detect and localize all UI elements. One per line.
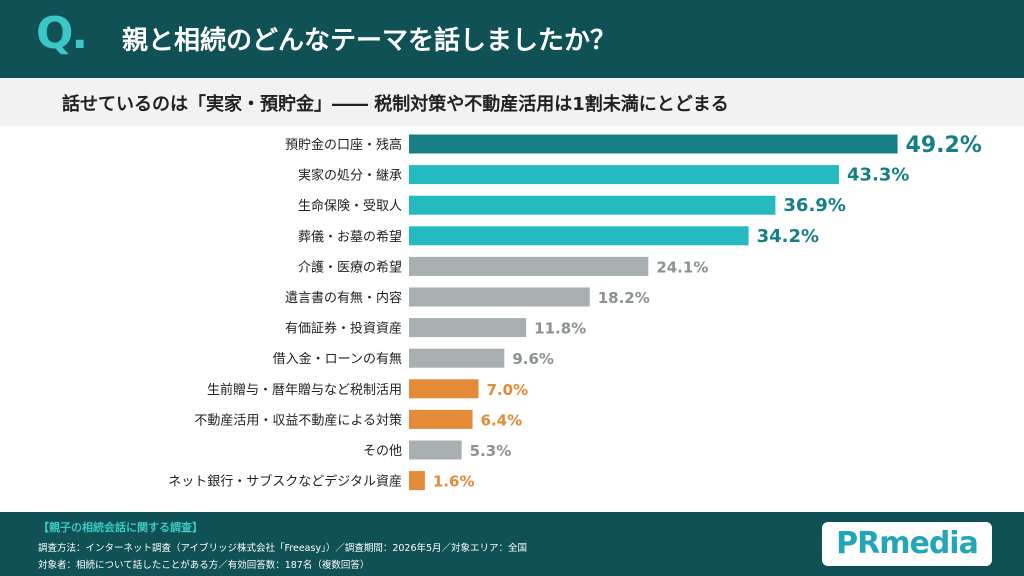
category-label: 有価証券・投資資産 [285,321,402,337]
category-label: 葬儀・お墓の希望 [298,229,402,245]
bar [409,134,898,154]
value-label: 36.9% [783,195,845,216]
bar [409,379,479,399]
value-label: 11.8% [534,320,586,338]
question-mark-logo: Q. [36,8,88,59]
survey-method: 調査方法：インターネット調査（アイブリッジ株式会社「Freeasy」）／調査期間… [38,543,528,554]
subtitle-band [0,78,1024,126]
category-label: その他 [363,444,402,459]
value-label: 49.2% [906,133,982,158]
bar [409,287,590,307]
question-title: 親と相続のどんなテーマを話しましたか？ [122,26,617,56]
category-label: 生命保険・受取人 [298,198,402,214]
bar-chart: 預貯金の口座・残高 49.2% 実家の処分・継承 43.3% 生命保険・受取人 36.9%… [168,133,982,491]
category-label: 不動産活用・収益不動産による対策 [194,412,402,428]
value-label: 6.4% [481,411,523,429]
value-label: 9.6% [512,350,554,368]
category-label: ネット銀行・サブスクなどデジタル資産 [168,474,402,490]
bar [409,256,649,276]
bar [409,348,505,368]
value-label: 7.0% [487,381,529,399]
category-label: 預貯金の口座・残高 [285,137,402,153]
survey-target: 対象者：相続について話したことがある方／有効回答数：187名（複数回答） [38,560,370,571]
prmedia-logo: PRmedia [822,522,992,566]
category-label: 生前贈与・暦年贈与など税制活用 [207,382,402,398]
bar [409,440,462,460]
bar [409,409,473,429]
bar [409,165,839,185]
category-label: 遺言書の有無・内容 [285,290,402,306]
logo-text: PRmedia [836,526,979,561]
value-label: 5.3% [470,442,512,460]
value-label: 1.6% [433,473,475,491]
bar [409,471,425,491]
bar [409,226,749,246]
category-label: 介護・医療の希望 [298,259,402,275]
category-label: 実家の処分・継承 [298,168,402,184]
bar [409,195,776,215]
chart-subtitle: 話せているのは「実家・預貯金」―― 税制対策や不動産活用は1割未満にとどまる [62,94,729,115]
header-bar: Q. 親と相続のどんなテーマを話しましたか？ [0,0,1024,78]
bar [409,318,527,338]
category-label: 借入金・ローンの有無 [273,351,402,367]
value-label: 43.3% [847,165,909,186]
value-label: 24.1% [656,258,708,276]
survey-title: 【親子の相続会話に関する調査】 [38,521,203,534]
value-label: 18.2% [598,289,650,307]
value-label: 34.2% [757,226,819,247]
